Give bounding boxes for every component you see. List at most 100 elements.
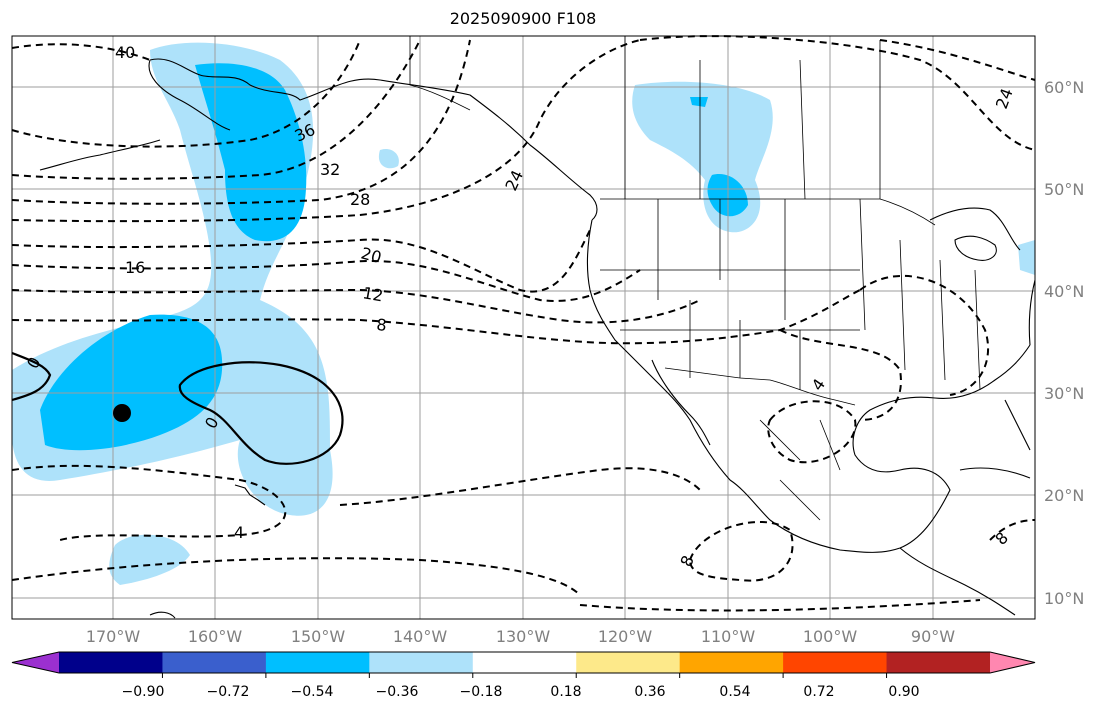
field-mid-west [40, 314, 223, 451]
contour-bottom [579, 599, 981, 612]
colorbar-segment [472, 652, 577, 673]
central-america [899, 547, 1016, 616]
colorbar-tick-8: 0.54 [719, 684, 751, 700]
colorbar-tick-4: −0.36 [375, 684, 419, 700]
us-mexico-border [664, 367, 856, 406]
colorbar-segment [369, 652, 474, 673]
lon-label-150w: 150°W [290, 627, 346, 646]
contour-zero-west [11, 351, 52, 402]
lon-label-100w: 100°W [802, 627, 858, 646]
hudson-area [929, 207, 1021, 251]
lon-label-170w: 170°W [85, 627, 141, 646]
baja [651, 359, 711, 446]
colorbar-extend-high [990, 652, 1035, 673]
alaska-coast [149, 58, 598, 221]
field-mid-small [690, 97, 708, 107]
label-4-east: 4 [808, 375, 829, 394]
alaska-canada-border [409, 36, 471, 111]
contour-24 [11, 39, 641, 223]
label-4-south: 4 [234, 523, 244, 542]
field-mid-north [195, 63, 307, 242]
florida [1004, 399, 1031, 451]
field-light-east [1018, 240, 1035, 275]
colorbar-tick-3: −0.54 [290, 684, 334, 700]
contour-east-low [859, 275, 990, 396]
colorbar-segment [576, 652, 681, 673]
lon-label-140w: 140°W [392, 627, 448, 646]
label-20: 20 [359, 244, 384, 268]
contour-4-se [11, 557, 581, 596]
alaska-west [148, 59, 231, 131]
lat-label-10: 10°N [1044, 589, 1085, 608]
contour-mexico [339, 467, 701, 506]
colorbar-segment [162, 652, 267, 673]
colorbar-tick-10: 0.90 [888, 684, 920, 700]
colorbar-tick-1: −0.90 [121, 684, 165, 700]
lat-label-50: 50°N [1044, 180, 1085, 199]
us-states-1 [600, 198, 981, 391]
colorbar-outline [11, 651, 1036, 674]
field-light-south [109, 534, 190, 585]
contour-32 [11, 39, 421, 180]
contour-4-south [11, 464, 287, 541]
lat-label-20: 20°N [1044, 486, 1085, 505]
colorbar-tick-7: 0.36 [634, 684, 666, 700]
label-12: 12 [361, 283, 384, 305]
aleutians [39, 139, 161, 171]
point-marker [113, 404, 131, 422]
caribbean [959, 467, 1031, 479]
colorbar-tick-5: −0.18 [459, 684, 503, 700]
us-west-coast [586, 219, 901, 553]
canada-provinces [624, 36, 881, 200]
contour-12 [11, 288, 701, 324]
solid-contours [11, 351, 344, 465]
contour-40 [11, 43, 151, 61]
colorbar-extend-low [12, 652, 59, 673]
label-28: 28 [350, 190, 370, 209]
colorbar-tick-9: 0.72 [803, 684, 835, 700]
hawaii [234, 484, 266, 506]
lon-label-130w: 130°W [495, 627, 551, 646]
field-light-island [378, 149, 399, 169]
mexico-states [759, 419, 841, 521]
gulf-coast [852, 344, 1031, 549]
colorbar-segment [679, 652, 784, 673]
graticule [12, 36, 1035, 619]
contour-16 [11, 260, 641, 302]
colorbar-segment [59, 652, 163, 673]
contour-labels: 40 36 32 28 24 24 20 16 12 8 0 0 4 4 8 8 [23, 43, 1017, 570]
colorbar-segment [265, 652, 370, 673]
contour-arc-east2 [879, 39, 1036, 81]
shaded-fields [12, 42, 1035, 585]
colorbar-segment [783, 652, 888, 673]
map-frame [11, 35, 1036, 620]
contour-36 [11, 39, 361, 148]
lon-label-90w: 90°W [910, 627, 956, 646]
contour-mid-east [779, 329, 902, 421]
canada-us-border [600, 198, 936, 226]
political-borders [409, 36, 981, 521]
contour-28 [11, 39, 471, 205]
lon-label-120w: 120°W [597, 627, 653, 646]
lat-label-30: 30°N [1044, 384, 1085, 403]
label-40: 40 [115, 43, 135, 62]
great-lakes [954, 235, 997, 261]
colorbar-tick-6: 0.18 [550, 684, 582, 700]
contour-8-east [989, 519, 1036, 541]
coastlines [39, 58, 1036, 619]
colorbar [11, 651, 1036, 678]
lat-label-60: 60°N [1044, 78, 1085, 97]
label-16: 16 [125, 258, 145, 277]
label-8-south: 8 [676, 552, 698, 569]
east-coast [1028, 279, 1036, 346]
colorbar-tick-2: −0.72 [206, 684, 250, 700]
contour-zero-loop [178, 361, 344, 465]
contour-4-east [767, 400, 857, 464]
map-title: 2025090900 F108 [449, 9, 597, 28]
contour-8-south [688, 521, 794, 582]
colorbar-segment [886, 652, 991, 673]
label-32: 32 [320, 160, 340, 179]
contour-20 [11, 229, 591, 293]
label-8: 8 [376, 315, 388, 335]
